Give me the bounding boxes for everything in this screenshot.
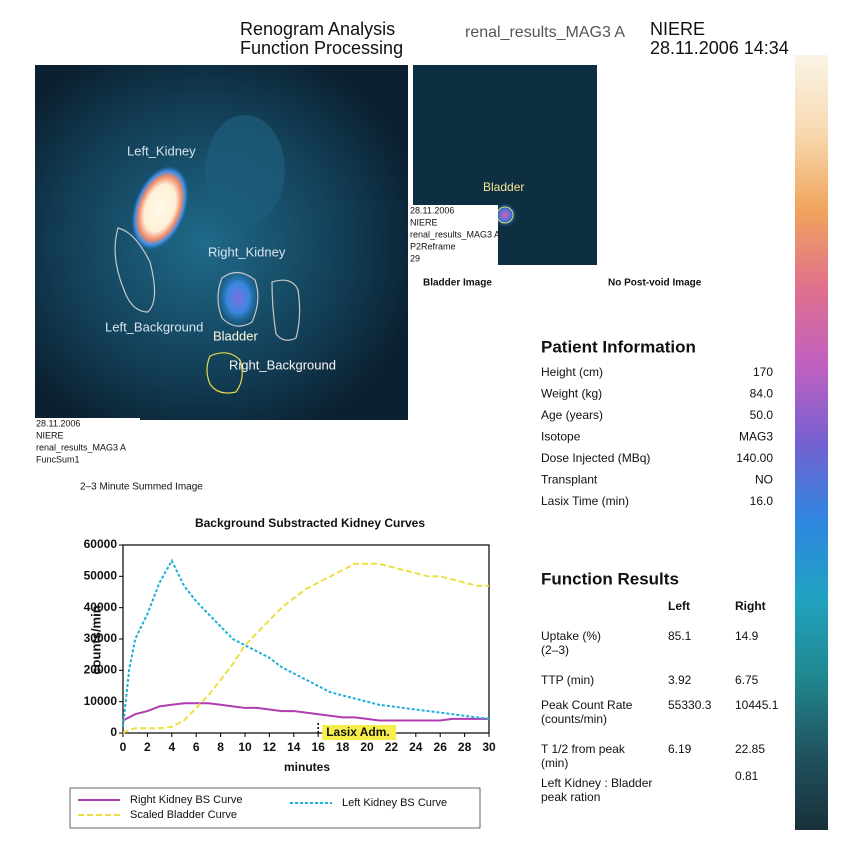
row-label: (min): [541, 756, 568, 770]
y-tick-label: 50000: [84, 569, 118, 583]
patient-table: Height (cm) 170 Weight (kg) 84.0 Age (years)…: [541, 365, 773, 508]
x-tick-label: 22: [385, 740, 399, 754]
row-label: Left Kidney : Bladder: [541, 776, 652, 790]
info-line: NIERE: [36, 430, 64, 440]
info-line: 28.11.2006: [36, 418, 80, 428]
row-label: T 1/2 from peak: [541, 742, 626, 756]
row-value: 6.75: [735, 673, 759, 687]
row-label: (counts/min): [541, 712, 607, 726]
image-caption: 2–3 Minute Summed Image: [80, 482, 203, 493]
x-tick-label: 16: [312, 740, 326, 754]
info-line: renal_results_MAG3 A: [410, 229, 500, 239]
row-value: 6.19: [668, 742, 692, 756]
column-header: Right: [735, 599, 766, 613]
y-tick-label: 0: [110, 725, 117, 739]
y-tick-label: 30000: [84, 631, 118, 645]
row-label: Uptake (%): [541, 629, 601, 643]
legend-label: Right Kidney BS Curve: [130, 794, 243, 806]
patient-name: NIERE: [650, 19, 705, 39]
x-tick-label: 12: [263, 740, 277, 754]
image-caption: No Post-void Image: [608, 278, 702, 289]
x-tick-label: 20: [360, 740, 374, 754]
x-tick-label: 0: [120, 740, 127, 754]
row-value: 22.85: [735, 742, 765, 756]
legend-label: Left Kidney BS Curve: [342, 797, 447, 809]
date-time: 28.11.2006 14:34: [650, 38, 789, 58]
row-value: 16.0: [750, 494, 774, 508]
section-title: Patient Information: [541, 337, 696, 356]
chart-title: Background Substracted Kidney Curves: [195, 516, 425, 530]
row-value: 55330.3: [668, 698, 712, 712]
x-tick-label: 10: [238, 740, 252, 754]
x-tick-label: 14: [287, 740, 301, 754]
row-label: Isotope: [541, 430, 581, 444]
row-label: Lasix Time (min): [541, 494, 629, 508]
row-value: NO: [755, 473, 773, 487]
row-label: TTP (min): [541, 673, 594, 687]
row-value: 50.0: [750, 408, 774, 422]
roi-label: Left_Kidney: [127, 143, 196, 158]
row-value: 14.9: [735, 629, 759, 643]
row-label: (2–3): [541, 643, 569, 657]
x-tick-label: 30: [482, 740, 496, 754]
x-tick-label: 4: [168, 740, 175, 754]
row-label: Age (years): [541, 408, 603, 422]
roi-label: Bladder: [213, 328, 258, 343]
y-tick-label: 10000: [84, 694, 118, 708]
x-tick-label: 2: [144, 740, 151, 754]
row-value: 170: [753, 365, 773, 379]
title-line: Renogram Analysis: [240, 19, 395, 39]
roi-label: Right_Background: [229, 357, 336, 372]
info-line: 29: [410, 253, 420, 263]
row-value: 0.81: [735, 769, 759, 783]
info-line: renal_results_MAG3 A: [36, 442, 126, 452]
title-line: Function Processing: [240, 38, 403, 58]
row-value: MAG3: [739, 430, 773, 444]
x-axis-label: minutes: [284, 760, 330, 774]
y-tick-label: 40000: [84, 600, 118, 614]
row-label: peak ration: [541, 790, 600, 804]
image-caption: Bladder Image: [423, 278, 492, 289]
y-tick-label: 20000: [84, 663, 118, 677]
color-bar: [795, 55, 828, 830]
roi-label: Left_Background: [105, 319, 203, 334]
chart: Background Substracted Kidney Curves cou…: [70, 516, 496, 828]
info-line: 28.11.2006: [410, 205, 454, 215]
row-value: 84.0: [750, 387, 774, 401]
report: Renogram Analysis Function Processing re…: [0, 0, 841, 841]
study-name: renal_results_MAG3 A: [465, 24, 625, 41]
info-line: NIERE: [410, 217, 438, 227]
annotation-label: Lasix Adm.: [326, 725, 390, 739]
info-line: FuncSum1: [36, 454, 80, 464]
row-label: Transplant: [541, 473, 598, 487]
row-value: 85.1: [668, 629, 692, 643]
x-tick-label: 8: [217, 740, 224, 754]
x-tick-label: 18: [336, 740, 350, 754]
x-tick-label: 6: [193, 740, 200, 754]
row-value: 10445.1: [735, 698, 779, 712]
row-label: Dose Injected (MBq): [541, 451, 650, 465]
row-value: 3.92: [668, 673, 692, 687]
x-tick-label: 26: [434, 740, 448, 754]
legend-label: Scaled Bladder Curve: [130, 809, 237, 821]
results-table: Left Right Uptake (%)(2–3) 85.1 14.9 TTP (min…: [541, 599, 779, 804]
y-tick-label: 60000: [84, 537, 118, 551]
roi-label: Bladder: [483, 180, 524, 194]
summed-image: [35, 65, 408, 468]
section-title: Function Results: [541, 569, 679, 588]
info-line: P2Reframe: [410, 241, 456, 251]
x-tick-label: 28: [458, 740, 472, 754]
roi-label: Right_Kidney: [208, 244, 286, 259]
row-value: 140.00: [736, 451, 773, 465]
column-header: Left: [668, 599, 690, 613]
row-label: Height (cm): [541, 365, 603, 379]
row-label: Weight (kg): [541, 387, 602, 401]
x-tick-label: 24: [409, 740, 423, 754]
row-label: Peak Count Rate: [541, 698, 633, 712]
